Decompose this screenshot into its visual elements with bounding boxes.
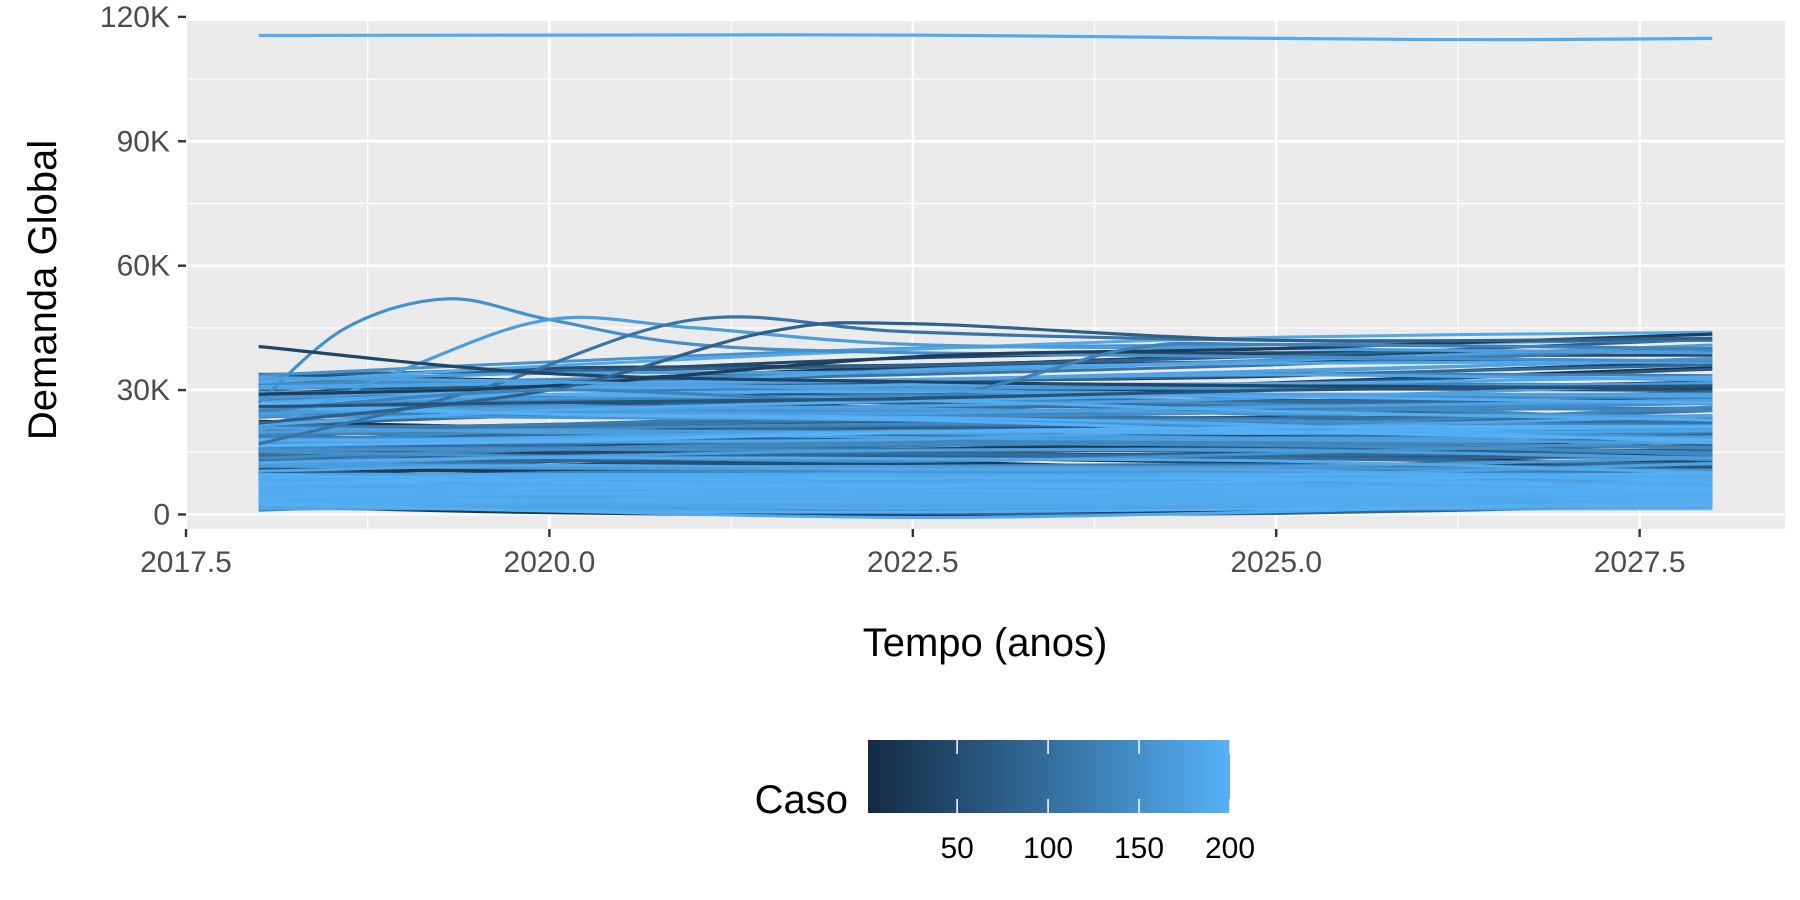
colorbar — [868, 740, 1230, 813]
legend: Caso 50 100 150 200 — [755, 740, 1255, 865]
series-line — [258, 401, 1713, 442]
series-line — [258, 330, 1713, 384]
series-line-caso-175 — [258, 376, 1713, 397]
series-line — [258, 425, 1713, 448]
axes: 2017.5 2020.0 2022.5 2025.0 2027.5 0 30K 60K 90K… — [100, 1, 1686, 579]
colorbar-tick-label: 100 — [1023, 832, 1073, 865]
series-line-caso-130 — [258, 341, 1713, 413]
series-line — [258, 455, 1713, 475]
series-dense-band — [258, 473, 1713, 511]
series-line — [258, 439, 1713, 463]
series-line-caso-170 — [258, 315, 1713, 433]
series-line-caso-190 — [258, 33, 1713, 42]
y-tick-label: 90K — [117, 125, 170, 158]
series-line-caso-80 — [258, 321, 1713, 425]
series-line — [258, 382, 1713, 411]
series-line — [258, 343, 1713, 383]
y-tick-label: 30K — [117, 374, 170, 407]
series-line — [258, 373, 1713, 389]
series-line-caso-60 — [258, 384, 1713, 409]
legend-title: Caso — [755, 778, 848, 822]
x-tick-label: 2017.5 — [140, 546, 232, 579]
colorbar-tick-label: 50 — [940, 832, 973, 865]
colorbar-tick-label: 150 — [1114, 832, 1164, 865]
x-tick-label: 2027.5 — [1594, 546, 1686, 579]
colorbar-tick-label: 200 — [1205, 832, 1255, 865]
y-tick-label: 60K — [117, 250, 170, 283]
series-line-caso-150 — [257, 297, 1713, 404]
x-axis-title: Tempo (anos) — [863, 621, 1108, 665]
x-tick-label: 2020.0 — [504, 546, 596, 579]
x-tick-label: 2025.0 — [1230, 546, 1322, 579]
series-line-caso-30 — [258, 332, 1713, 396]
series-lines — [257, 33, 1713, 520]
x-tick-label: 2022.5 — [867, 546, 959, 579]
y-tick-label: 0 — [153, 498, 170, 531]
y-axis-title: Demanda Global — [21, 140, 65, 440]
y-tick-label: 120K — [100, 1, 170, 34]
colorbar-ticks: 50 100 150 200 — [940, 740, 1255, 865]
